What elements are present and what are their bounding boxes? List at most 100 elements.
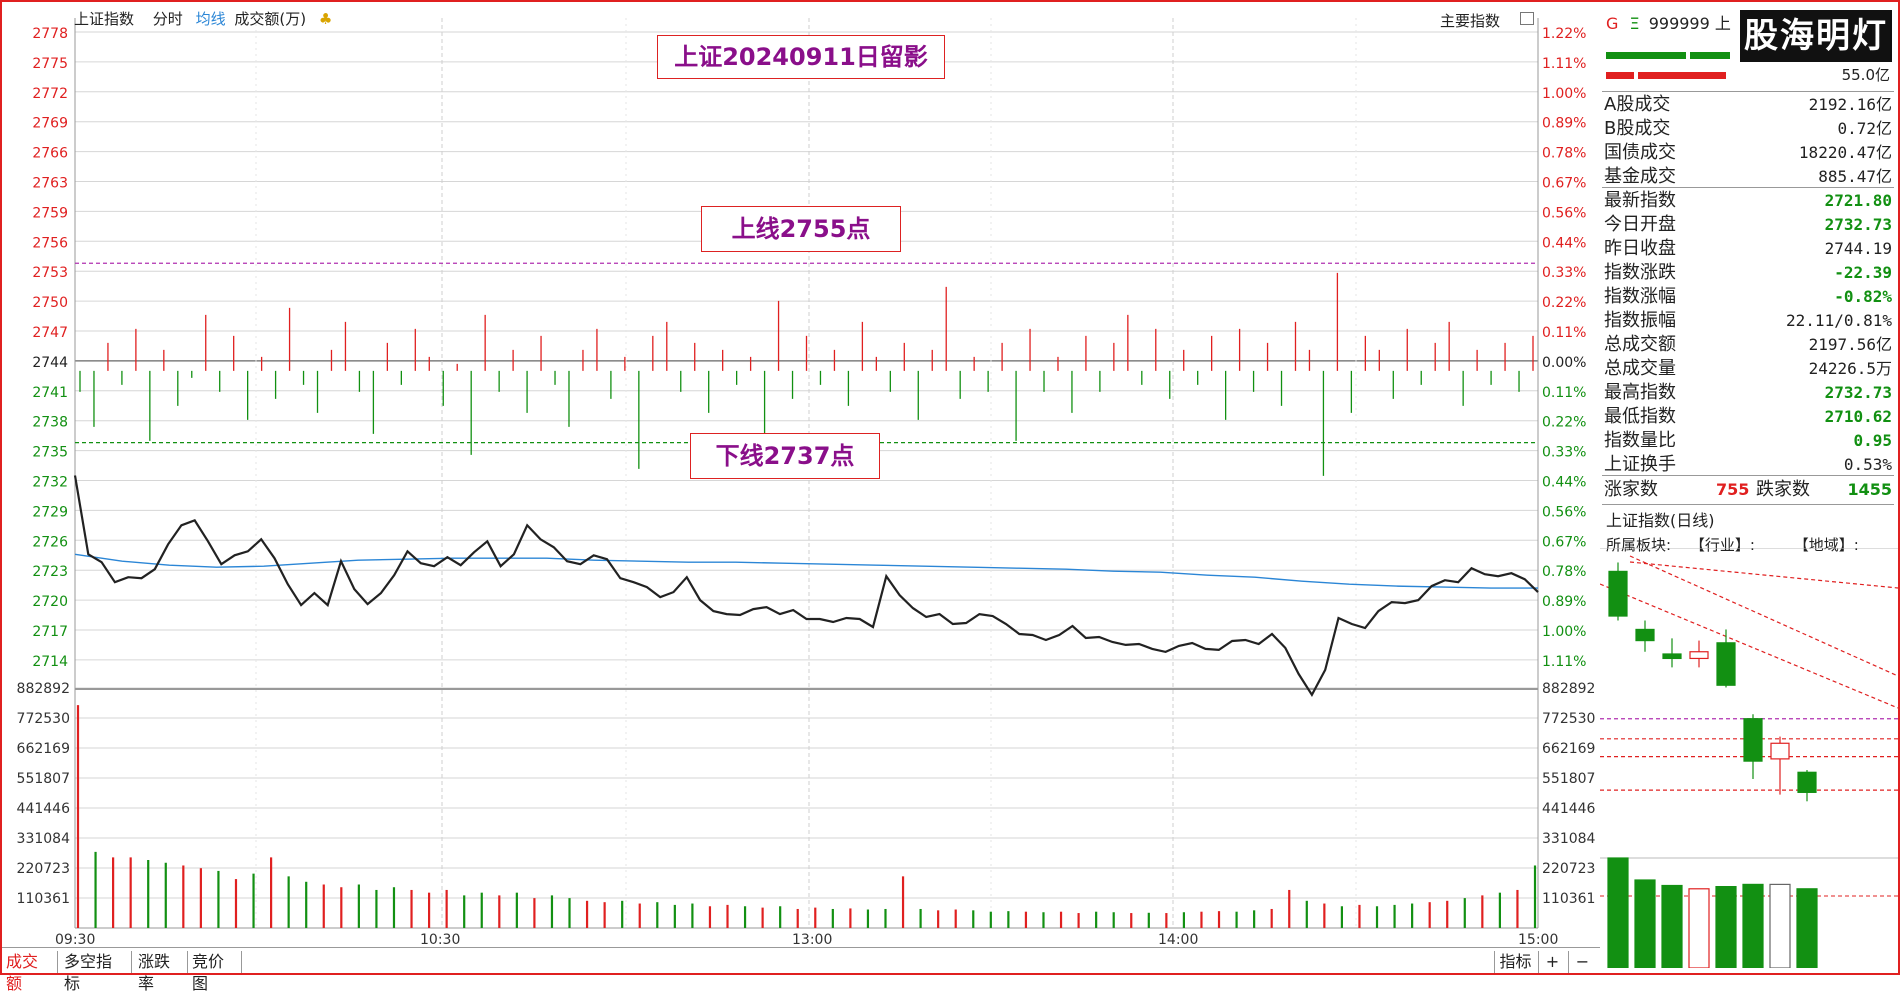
code-bar: G Ξ 999999 上 [1606, 12, 1731, 36]
daily-kline-chart[interactable] [1600, 548, 1898, 968]
average-price-line [74, 553, 1538, 589]
intraday-chart[interactable]: 2778 2775 2772 2769 2766 2763 2759 2756 2753 2750… [0, 0, 1602, 975]
volume-axis-label: 882892 [17, 681, 70, 697]
bell-icon[interactable]: ♣ [318, 10, 333, 28]
main-index-label[interactable]: 主要指数 [1440, 12, 1501, 30]
stats-value: 22.11/0.81% [1786, 311, 1892, 330]
percent-axis-label: 0.56% [1542, 504, 1586, 520]
percent-axis-label: 0.22% [1542, 295, 1586, 311]
buy-bar [1606, 52, 1686, 59]
stats-value: 2744.19 [1824, 239, 1892, 258]
time-axis-label: 15:00 [1518, 932, 1558, 948]
trend-line [1600, 583, 1898, 709]
volume-axis-label-right: 110361 [1542, 891, 1595, 907]
menu-fenshi[interactable]: 分时 [152, 10, 183, 28]
zoom-out-button[interactable]: − [1568, 951, 1596, 973]
stats-label: 今日开盘 [1604, 214, 1676, 235]
price-axis-label: 2714 [32, 654, 68, 670]
price-axis-label: 2723 [32, 564, 68, 580]
volume-axis-label: 441446 [17, 801, 71, 817]
candle-body [1797, 771, 1817, 793]
stats-row: 指数涨幅 -0.82% [1604, 285, 1892, 309]
stats-value: 0.95 [1853, 431, 1892, 450]
advance-label: 涨家数 [1604, 479, 1658, 500]
time-axis-label: 14:00 [1158, 932, 1198, 948]
daily-volume-bar [1769, 883, 1791, 968]
price-axis-label: 2769 [32, 116, 68, 132]
volume-axis-label-right: 551807 [1542, 771, 1595, 787]
stats-row: 最低指数 2710.62 [1604, 405, 1892, 429]
price-axis-label: 2759 [32, 205, 68, 221]
index-price-line [73, 475, 1539, 697]
price-axis-label: 2747 [32, 325, 68, 341]
stats-label: 最新指数 [1604, 190, 1676, 211]
price-axis-label: 2744 [32, 355, 68, 371]
price-axis-label: 2778 [32, 26, 68, 42]
price-axis-label: 2753 [32, 265, 68, 281]
turnover-label: 基金成交 [1604, 166, 1676, 187]
candle-body [1716, 642, 1736, 686]
stats-label: 上证换手 [1604, 454, 1676, 475]
turnover-label: 国债成交 [1604, 142, 1676, 163]
percent-axis-label: 0.44% [1542, 235, 1586, 251]
stats-row: 上证换手 0.53% [1604, 453, 1892, 477]
price-axis-label: 2726 [32, 534, 68, 550]
advance-value: 755 [1716, 480, 1750, 499]
bar-value: 55.0亿 [1841, 66, 1890, 84]
turnover-value: 0.72亿 [1837, 119, 1892, 138]
panel-toggle-icon[interactable] [1520, 12, 1534, 25]
turnover-label: B股成交 [1604, 118, 1671, 139]
turnover-row: A股成交 2192.16亿 [1604, 93, 1892, 117]
stats-label: 总成交量 [1604, 358, 1676, 379]
menu-junxian[interactable]: 均线 [195, 10, 226, 28]
advance-decline-row: 涨家数 755 跌家数 1455 [1604, 478, 1892, 502]
stats-label: 总成交额 [1604, 334, 1676, 355]
tab-volume[interactable]: 成交额 [2, 951, 58, 993]
percent-axis-label: 0.78% [1542, 564, 1586, 580]
percent-axis-label: 1.22% [1542, 26, 1586, 42]
stats-value: 0.53% [1843, 455, 1892, 474]
price-axis-label: 2729 [32, 504, 68, 520]
stats-row: 总成交量 24226.5万 [1604, 357, 1892, 381]
percent-axis-label: 0.89% [1542, 116, 1586, 132]
percent-axis-label: 1.11% [1542, 56, 1586, 72]
industry-label[interactable]: 【行业】: [1689, 536, 1755, 554]
chart-header: 上证指数 分时 均线 成交额(万) ♣ [74, 8, 332, 30]
header-title: 上证指数 [74, 10, 135, 28]
stats-row: 指数振幅 22.11/0.81% [1604, 309, 1892, 333]
candle-body [1743, 718, 1763, 762]
daily-title[interactable]: 上证指数(日线) [1606, 511, 1715, 530]
percent-axis-label: 0.89% [1542, 594, 1586, 610]
volume-axis-label: 331084 [17, 831, 71, 847]
stats-label: 指数振幅 [1604, 310, 1676, 331]
daily-volume-bar [1634, 879, 1656, 968]
stats-label: 昨日收盘 [1604, 238, 1676, 259]
stats-label: 指数涨跌 [1604, 262, 1676, 283]
menu-volume[interactable]: 成交额(万) [234, 10, 307, 28]
volume-axis-label: 662169 [17, 741, 70, 757]
percent-axis-label: 0.78% [1542, 146, 1586, 162]
volume-axis-label-right: 331084 [1542, 831, 1596, 847]
volume-axis-label-right: 662169 [1542, 741, 1595, 757]
region-label[interactable]: 【地域】: [1793, 536, 1859, 554]
percent-axis-label: 0.11% [1542, 325, 1586, 341]
percent-axis-label: 1.00% [1542, 624, 1586, 640]
percent-axis-label: 0.11% [1542, 385, 1586, 401]
stats-value: -0.82% [1834, 287, 1892, 306]
percent-axis-label: 0.44% [1542, 475, 1586, 491]
upper-line-annotation: 上线2755点 [701, 206, 901, 252]
tab-advance-rate[interactable]: 涨跌率 [134, 951, 188, 993]
stats-label: 指数涨幅 [1604, 286, 1676, 307]
tab-long-short[interactable]: 多空指标 [60, 951, 132, 993]
time-axis-label: 09:30 [55, 932, 95, 948]
percent-axis-label: 0.67% [1542, 534, 1586, 550]
zoom-in-button[interactable]: + [1538, 951, 1566, 973]
title-annotation: 上证20240911日留影 [657, 35, 945, 79]
indicator-button[interactable]: 指标 [1494, 951, 1536, 973]
turnover-row: 基金成交 885.47亿 [1604, 165, 1892, 189]
tab-auction[interactable]: 竞价图 [188, 951, 242, 993]
price-axis-label: 2750 [32, 295, 68, 311]
price-axis-label: 2772 [32, 86, 68, 102]
candle-body [1662, 653, 1682, 660]
sector-label: 所属板块: [1606, 536, 1672, 554]
